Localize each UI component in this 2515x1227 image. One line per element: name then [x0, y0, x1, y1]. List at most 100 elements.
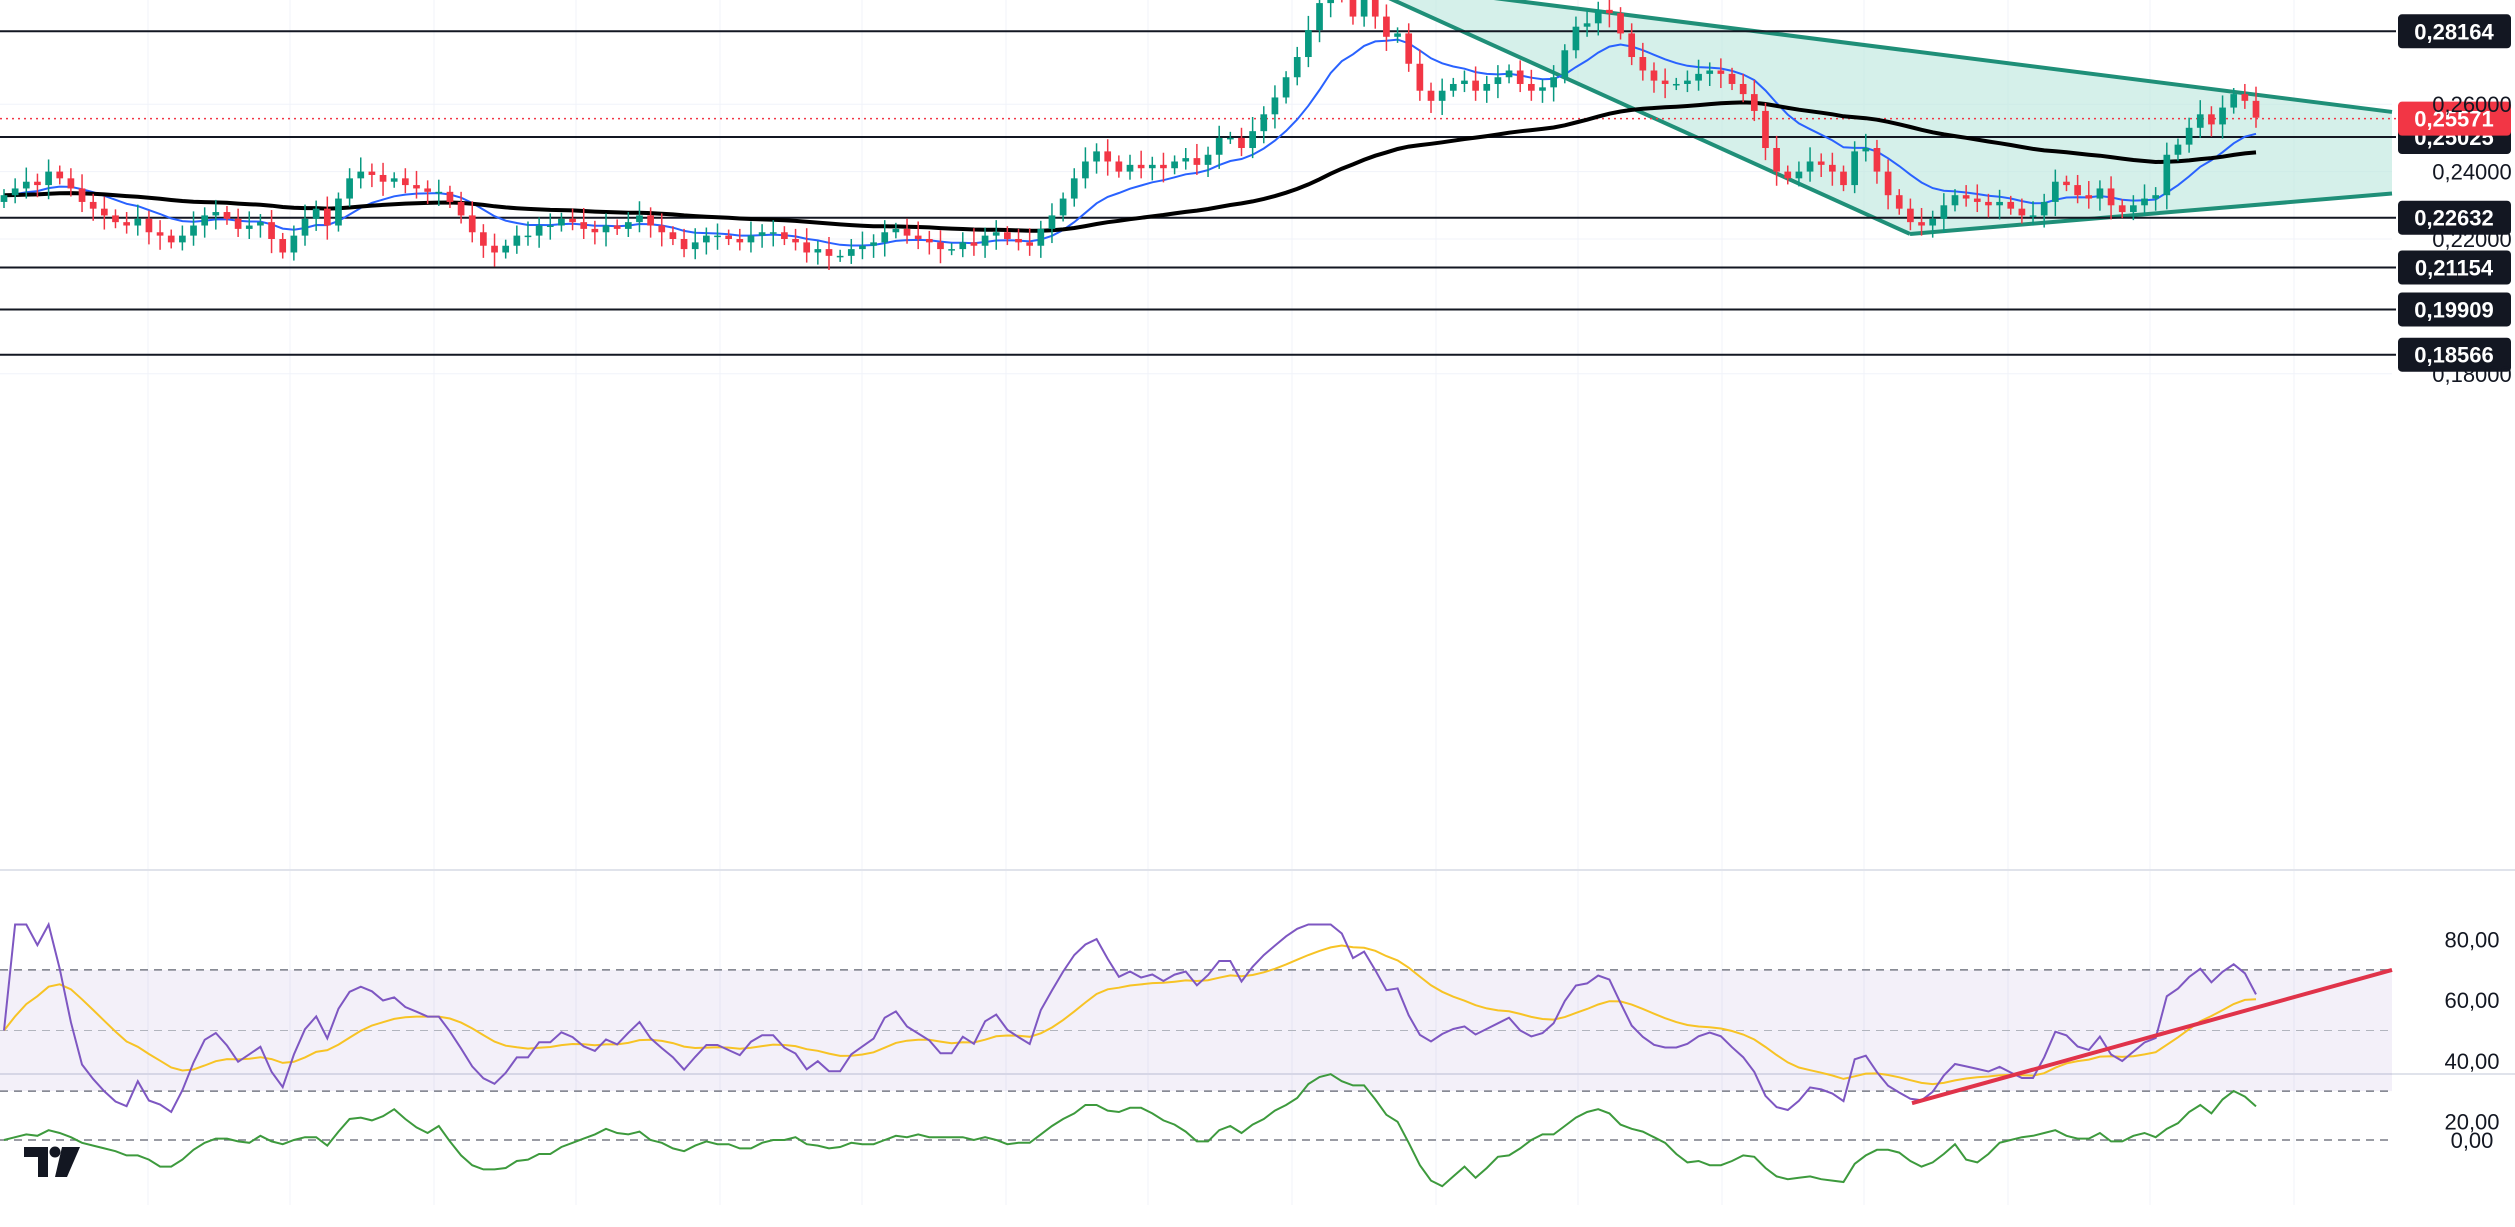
level-label-bg-7 — [2398, 337, 2511, 372]
candle-body-6 — [67, 178, 75, 189]
candle-body-89 — [992, 232, 1000, 236]
candle-body-134 — [1494, 77, 1502, 84]
candle-body-64 — [714, 235, 721, 238]
candle-body-26 — [290, 235, 298, 253]
price-tick-label-6: 0,18000 — [2432, 362, 2512, 387]
candle-body-177 — [1973, 198, 1981, 202]
candle-body-178 — [1985, 201, 1992, 206]
candle-body-91 — [1015, 239, 1022, 243]
candle-body-128 — [1427, 90, 1435, 101]
rsi-tick-label-2: 40,00 — [2444, 1049, 2499, 1074]
candle-body-147 — [1639, 57, 1647, 71]
candle-body-200 — [2230, 94, 2238, 108]
candle-body-60 — [669, 232, 677, 239]
candle-body-171 — [1907, 208, 1914, 223]
candle-body-59 — [658, 225, 666, 233]
candle-body-80 — [892, 228, 900, 233]
momentum-panel: 0,00 — [0, 1073, 2494, 1188]
candle-body-17 — [190, 225, 197, 236]
candle-body-31 — [346, 178, 353, 199]
candle-body-88 — [981, 235, 989, 246]
candle-body-129 — [1438, 90, 1446, 101]
candle-body-156 — [1739, 83, 1747, 95]
candle-body-71 — [792, 239, 799, 243]
candle-body-25 — [279, 239, 287, 253]
candle-body-34 — [379, 174, 387, 182]
candle-body-32 — [357, 171, 365, 179]
candle-body-27 — [301, 218, 309, 236]
candle-body-2 — [22, 181, 30, 189]
candle-body-143 — [1594, 9, 1602, 24]
current-price-label-bg — [2398, 101, 2511, 136]
triangle-lower-edge — [1909, 191, 2393, 236]
candle-body-195 — [2174, 144, 2182, 155]
tradingview-logo-icon[interactable] — [22, 1143, 84, 1183]
candle-body-123 — [1371, 0, 1379, 17]
candle-body-100 — [1115, 161, 1123, 172]
candle-body-87 — [970, 242, 978, 246]
candle-body-24 — [268, 222, 275, 239]
candle-body-135 — [1505, 70, 1513, 78]
candle-body-81 — [903, 228, 911, 236]
candle-body-9 — [100, 208, 108, 216]
candle-body-11 — [123, 222, 130, 226]
candle-body-28 — [312, 208, 320, 219]
price-axis[interactable]: 0,26000 0,24000 0,22000 0,18000 — [2432, 92, 2512, 387]
candle-body-137 — [1528, 83, 1535, 91]
candle-body-39 — [435, 191, 443, 194]
candle-body-54 — [602, 225, 610, 233]
candle-body-185 — [2063, 181, 2070, 186]
candles-layer — [0, 0, 2260, 271]
level-label-2: 0,28164 — [2414, 19, 2494, 44]
candle-body-15 — [167, 235, 175, 243]
candle-body-121 — [1349, 0, 1357, 17]
candle-body-75 — [836, 255, 844, 258]
candle-body-47 — [524, 235, 532, 238]
candle-body-131 — [1461, 80, 1468, 84]
candle-body-41 — [457, 201, 465, 216]
candle-body-0 — [0, 195, 8, 202]
candle-body-14 — [156, 232, 164, 236]
triangle-upper-edge — [1493, 0, 2393, 114]
moving-averages-layer — [3, 38, 2257, 247]
candle-body-48 — [535, 225, 543, 236]
candle-body-194 — [2163, 154, 2171, 196]
momentum-tick-label-0: 0,00 — [2451, 1128, 2494, 1153]
candle-body-165 — [1840, 171, 1847, 186]
candle-body-12 — [134, 218, 142, 226]
candle-body-130 — [1449, 83, 1457, 91]
candle-body-66 — [736, 239, 744, 243]
candle-body-166 — [1851, 151, 1858, 186]
candle-body-45 — [502, 245, 510, 253]
candle-body-124 — [1383, 16, 1390, 37]
candle-body-16 — [179, 235, 186, 243]
rsi-trendline — [1911, 967, 2393, 1106]
candle-body-170 — [1895, 195, 1903, 209]
candle-body-7 — [78, 188, 86, 202]
candle-body-113 — [1260, 114, 1268, 132]
candle-body-196 — [2185, 127, 2193, 145]
candle-body-107 — [1193, 158, 1201, 165]
candle-body-158 — [1762, 110, 1769, 149]
candle-body-8 — [89, 201, 97, 209]
candle-body-13 — [145, 218, 153, 233]
candle-body-37 — [413, 185, 420, 189]
current-price-label: 0,25571 — [2414, 107, 2494, 132]
candle-body-79 — [881, 232, 889, 243]
candle-body-155 — [1728, 73, 1736, 84]
candle-body-193 — [2152, 195, 2160, 199]
level-label-bg-2 — [2398, 14, 2511, 49]
level-label-7: 0,18566 — [2414, 343, 2494, 368]
candle-body-122 — [1360, 0, 1368, 17]
candle-body-197 — [2196, 114, 2204, 128]
candle-body-184 — [2051, 181, 2059, 202]
candle-body-179 — [1996, 201, 2003, 206]
candle-body-174 — [1940, 205, 1948, 219]
horizontal-levels-layer: 0,336680,305450,281640,250250,226320,211… — [0, 14, 2511, 372]
candle-body-175 — [1951, 195, 1959, 206]
candle-body-61 — [680, 239, 688, 250]
candle-body-140 — [1561, 50, 1569, 78]
candle-body-126 — [1405, 33, 1413, 64]
